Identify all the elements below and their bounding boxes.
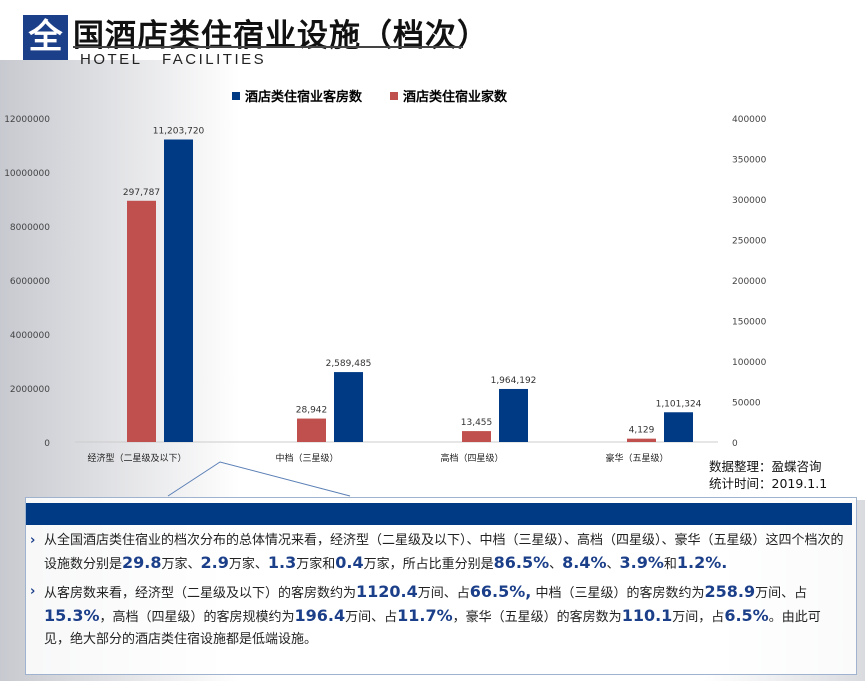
y-left-tick-label: 10000000 [4,169,50,179]
data-label: 2,589,485 [326,359,372,369]
title-underline [73,46,463,48]
establishments-bar [462,431,491,442]
highlight-value: 1120.4 [356,582,418,601]
establishments-bar [627,438,656,442]
paragraph-text: 。由此可见，绝大部分的酒店类住宿设施都是低端设施。 [44,610,821,647]
highlight-value: 66.5%, [469,582,532,601]
bullet-paragraph-2: › 从客房数来看，经济型（二星级及以下）的客房数约为1120.4万间、占66.5%… [30,581,844,651]
highlight-value: 8.4% [562,553,607,572]
legend-label: 酒店类住宿业客房数 [245,90,363,105]
legend-swatch-establishments [390,92,399,100]
data-label: 28,942 [296,406,328,416]
highlight-value: 86.5% [493,553,550,572]
rooms-bar [164,139,193,442]
paragraph-text: 万家、 [228,557,268,572]
source-text: 数据整理：盈蝶咨询 [709,459,822,474]
paragraph-text: 万家、 [161,557,201,572]
data-label: 1,101,324 [656,399,702,409]
page-title: 国酒店类住宿业设施（档次） [73,18,489,54]
establishments-bar [127,200,156,442]
legend-item-rooms: 酒店类住宿业客房数 [232,86,362,105]
x-tick-label: 中档（三星级） [275,452,338,464]
highlight-value: 1.2%. [676,553,728,572]
callout-pointer [167,461,351,497]
y-left-tick-label: 6000000 [10,277,50,287]
chart-legend: 酒店类住宿业客房数 酒店类住宿业家数 [232,86,507,105]
paragraph-text: ，高档（四星级）的客房规模约为 [99,610,295,625]
data-label: 13,455 [461,418,493,428]
bar-chart: 0200000040000006000000800000010000000120… [4,115,767,464]
chevron-right-icon: › [30,584,36,599]
paragraph-text: 、 [549,557,563,572]
paragraph-text: ，豪华（五星级）的客房数为 [452,610,622,625]
highlight-value: 196.4 [294,606,346,625]
analysis-panel: › 从全国酒店类住宿业的档次分布的总体情况来看，经济型（二星级及以下）、中档（三星… [25,497,857,675]
paragraph-text: 、 [606,557,620,572]
y-left-tick-label: 8000000 [10,223,50,233]
highlight-value: 1.3 [267,553,297,572]
rooms-bar [334,372,363,442]
paragraph-text: 从客房数来看，经济型（二星级及以下）的客房数约为 [44,586,357,601]
paragraph-text: 和 [663,557,677,572]
y-right-tick-label: 200000 [732,277,767,287]
highlight-value: 11.7% [397,606,453,625]
date-text: 统计时间：2019.1.1 [709,476,828,491]
panel-header-bar [26,503,852,525]
rooms-bar [499,388,528,442]
y-right-tick-label: 150000 [732,318,767,328]
y-right-tick-label: 100000 [732,358,767,368]
highlight-value: 258.9 [704,582,756,601]
source-note: 数据整理：盈蝶咨询 统计时间：2019.1.1 [709,458,827,492]
paragraph-text: 从全国酒店类住宿业的档次分布的总体情况来看，经济型（二星级及以下）、中档（三星级… [44,533,844,572]
paragraph-text: 中档（三星级）的客房数约为 [531,586,705,601]
y-left-tick-label: 4000000 [10,331,50,341]
legend-swatch-rooms [232,92,240,100]
data-label: 1,964,192 [491,376,537,386]
y-right-tick-label: 0 [732,439,738,449]
legend-label: 酒店类住宿业家数 [403,90,508,105]
y-right-tick-label: 50000 [732,399,761,409]
y-right-tick-label: 400000 [732,115,767,125]
paragraph-text: 万家和 [296,557,336,572]
data-label: 11,203,720 [153,126,205,136]
paragraph-text: 万间，占 [672,610,725,625]
legend-item-establishments: 酒店类住宿业家数 [390,86,507,105]
y-right-tick-label: 300000 [732,196,767,206]
y-right-tick-label: 250000 [732,237,767,247]
paragraph-text: 万家，所占比重分别是 [363,557,494,572]
highlight-value: 29.8 [122,553,162,572]
data-label: 4,129 [629,426,655,436]
title-logo-block: 全 [23,15,68,60]
highlight-value: 110.1 [621,606,673,625]
data-label: 297,787 [123,188,160,198]
y-left-tick-label: 0 [44,439,50,449]
rooms-bar [664,412,693,442]
highlight-value: 6.5% [724,606,769,625]
highlight-value: 0.4 [335,553,364,572]
y-right-tick-label: 350000 [732,156,767,166]
paragraph-text: 万间、占 [755,586,808,601]
paragraph-text: 万间、占 [417,586,470,601]
establishments-bar [297,418,326,442]
paragraph-text: 万间、占 [345,610,398,625]
x-tick-label: 经济型（二星级及以下） [87,452,186,464]
bullet-paragraph-1: › 从全国酒店类住宿业的档次分布的总体情况来看，经济型（二星级及以下）、中档（三星… [30,530,844,576]
y-left-tick-label: 12000000 [4,115,50,125]
x-tick-label: 豪华（五星级） [605,452,668,464]
highlight-value: 15.3% [44,606,100,625]
highlight-value: 2.9 [200,553,229,572]
x-tick-label: 高档（四星级） [440,452,503,464]
y-left-tick-label: 2000000 [10,385,50,395]
page-subtitle: HOTEL FACILITIES [80,51,267,68]
chevron-right-icon: › [30,533,36,548]
highlight-value: 3.9% [619,553,664,572]
